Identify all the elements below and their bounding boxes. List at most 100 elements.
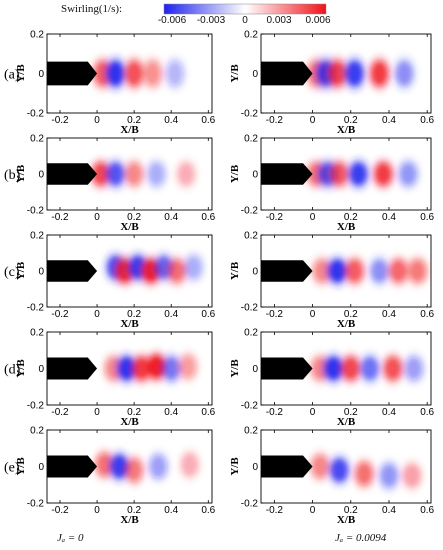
y-tick-label: -0.2 bbox=[27, 499, 45, 510]
x-tick-label: 0.4 bbox=[382, 505, 396, 516]
bluff-body bbox=[47, 260, 98, 282]
x-tick-label: 0.4 bbox=[164, 115, 178, 126]
x-tick-label: 0.4 bbox=[164, 407, 178, 418]
y-tick-label: 0 bbox=[252, 267, 258, 278]
swirl-field bbox=[47, 332, 212, 405]
negative-swirl-core bbox=[330, 458, 348, 482]
x-tick-label: 0.6 bbox=[201, 212, 215, 223]
x-tick-label: 0.4 bbox=[382, 407, 396, 418]
colorbar-title: Swirling(1/s): bbox=[61, 3, 123, 15]
negative-swirl-core bbox=[324, 356, 343, 381]
x-tick-label: -0.2 bbox=[266, 309, 284, 320]
x-axis-label: X/B bbox=[120, 221, 139, 233]
swirl-panel: -0.2 0 0.2 0.4 0.6-0.200.2X/BY/B(c) bbox=[4, 231, 216, 331]
x-tick-label: 0.2 bbox=[344, 212, 358, 223]
row-label: (a) bbox=[4, 68, 20, 83]
positive-swirl-core bbox=[181, 452, 199, 477]
x-tick-label: -0.2 bbox=[266, 212, 284, 223]
x-tick-label: 0 bbox=[94, 212, 100, 223]
row-label: (d) bbox=[4, 363, 21, 378]
swirl-field bbox=[47, 34, 212, 113]
x-tick-label: 0.2 bbox=[127, 505, 141, 516]
y-axis-label: Y/B bbox=[15, 64, 27, 83]
y-tick-label: 0 bbox=[252, 364, 258, 375]
y-axis-label: Y/B bbox=[229, 261, 241, 280]
x-tick-label: 0 bbox=[310, 407, 316, 418]
row-label: (b) bbox=[4, 168, 21, 183]
y-tick-label: 0 bbox=[38, 69, 44, 80]
x-axis-label: X/B bbox=[337, 124, 356, 136]
positive-swirl-core bbox=[177, 162, 195, 186]
x-axis-label: X/B bbox=[120, 416, 139, 428]
x-tick-label: -0.2 bbox=[51, 505, 69, 516]
negative-swirl-core bbox=[361, 356, 379, 381]
x-axis-label: X/B bbox=[120, 318, 139, 330]
x-tick-label: 0.2 bbox=[344, 505, 358, 516]
x-tick-label: 0.2 bbox=[127, 309, 141, 320]
y-tick-label: 0.2 bbox=[30, 30, 44, 41]
x-tick-label: -0.2 bbox=[266, 505, 284, 516]
swirl-panel: -0.2 0 0.2 0.4 0.6-0.200.2X/BY/B(e) bbox=[4, 426, 216, 527]
x-tick-label: 0.2 bbox=[127, 115, 141, 126]
x-tick-label: -0.2 bbox=[51, 309, 69, 320]
positive-swirl-core bbox=[311, 454, 329, 479]
x-tick-label: 0.4 bbox=[382, 115, 396, 126]
y-tick-label: 0 bbox=[252, 170, 258, 181]
positive-swirl-core bbox=[346, 259, 364, 283]
x-axis-label: X/B bbox=[120, 124, 139, 136]
negative-swirl-core bbox=[380, 463, 398, 488]
y-tick-label: -0.2 bbox=[241, 109, 259, 120]
swirl-panel: -0.2 0 0.2 0.4 0.6-0.200.2X/BY/B(d) bbox=[4, 328, 216, 429]
x-tick-label: 0 bbox=[94, 309, 100, 320]
bluff-body bbox=[261, 260, 313, 282]
swirl-field bbox=[47, 430, 212, 503]
x-tick-label: 0.6 bbox=[201, 309, 215, 320]
y-tick-label: 0.2 bbox=[30, 134, 44, 145]
right-column-label: Jₐ = 0.0094 bbox=[335, 532, 387, 544]
x-tick-label: 0 bbox=[94, 407, 100, 418]
bluff-body bbox=[261, 163, 313, 185]
positive-swirl-core bbox=[355, 462, 373, 486]
negative-swirl-core bbox=[185, 255, 202, 279]
positive-swirl-core bbox=[168, 259, 186, 283]
x-tick-label: 0.6 bbox=[201, 505, 215, 516]
y-tick-label: -0.2 bbox=[27, 401, 45, 412]
x-tick-label: 0.6 bbox=[420, 407, 434, 418]
y-tick-label: 0 bbox=[38, 170, 44, 181]
positive-swirl-core bbox=[370, 60, 389, 87]
swirl-field bbox=[47, 138, 212, 210]
colorbar-tick-1: -0.006 bbox=[157, 15, 187, 26]
y-tick-label: 0 bbox=[38, 462, 44, 473]
positive-swirl-core bbox=[384, 356, 402, 381]
x-tick-label: 0.6 bbox=[201, 407, 215, 418]
y-axis-label: Y/B bbox=[15, 261, 27, 280]
bluff-body bbox=[47, 61, 98, 86]
y-axis-label: Y/B bbox=[15, 457, 27, 476]
y-tick-label: -0.2 bbox=[241, 206, 259, 217]
negative-swirl-core bbox=[370, 259, 389, 283]
negative-swirl-core bbox=[148, 162, 165, 186]
positive-swirl-core bbox=[179, 354, 197, 379]
swirl-panel: -0.2 0 0.2 0.4 0.6-0.200.2X/BY/B bbox=[229, 328, 435, 429]
positive-swirl-core bbox=[328, 60, 346, 87]
positive-swirl-core bbox=[389, 259, 408, 283]
y-tick-label: -0.2 bbox=[27, 109, 45, 120]
x-tick-label: -0.2 bbox=[266, 115, 284, 126]
x-tick-label: 0.6 bbox=[420, 505, 434, 516]
x-tick-label: 0.4 bbox=[164, 505, 178, 516]
swirl-field bbox=[261, 138, 431, 210]
y-tick-label: -0.2 bbox=[241, 303, 259, 314]
y-tick-label: 0.2 bbox=[244, 231, 258, 242]
negative-swirl-core bbox=[149, 454, 167, 479]
x-axis-label: X/B bbox=[337, 221, 356, 233]
negative-swirl-core bbox=[395, 60, 413, 87]
x-tick-label: 0 bbox=[310, 212, 316, 223]
positive-swirl-core bbox=[144, 60, 162, 87]
negative-swirl-core bbox=[107, 60, 124, 87]
y-tick-label: -0.2 bbox=[241, 401, 259, 412]
x-tick-label: -0.2 bbox=[51, 407, 69, 418]
bluff-body bbox=[47, 455, 98, 478]
positive-swirl-core bbox=[409, 259, 427, 283]
colorbar-tick-3: 0 bbox=[242, 15, 248, 26]
positive-swirl-core bbox=[374, 162, 392, 186]
